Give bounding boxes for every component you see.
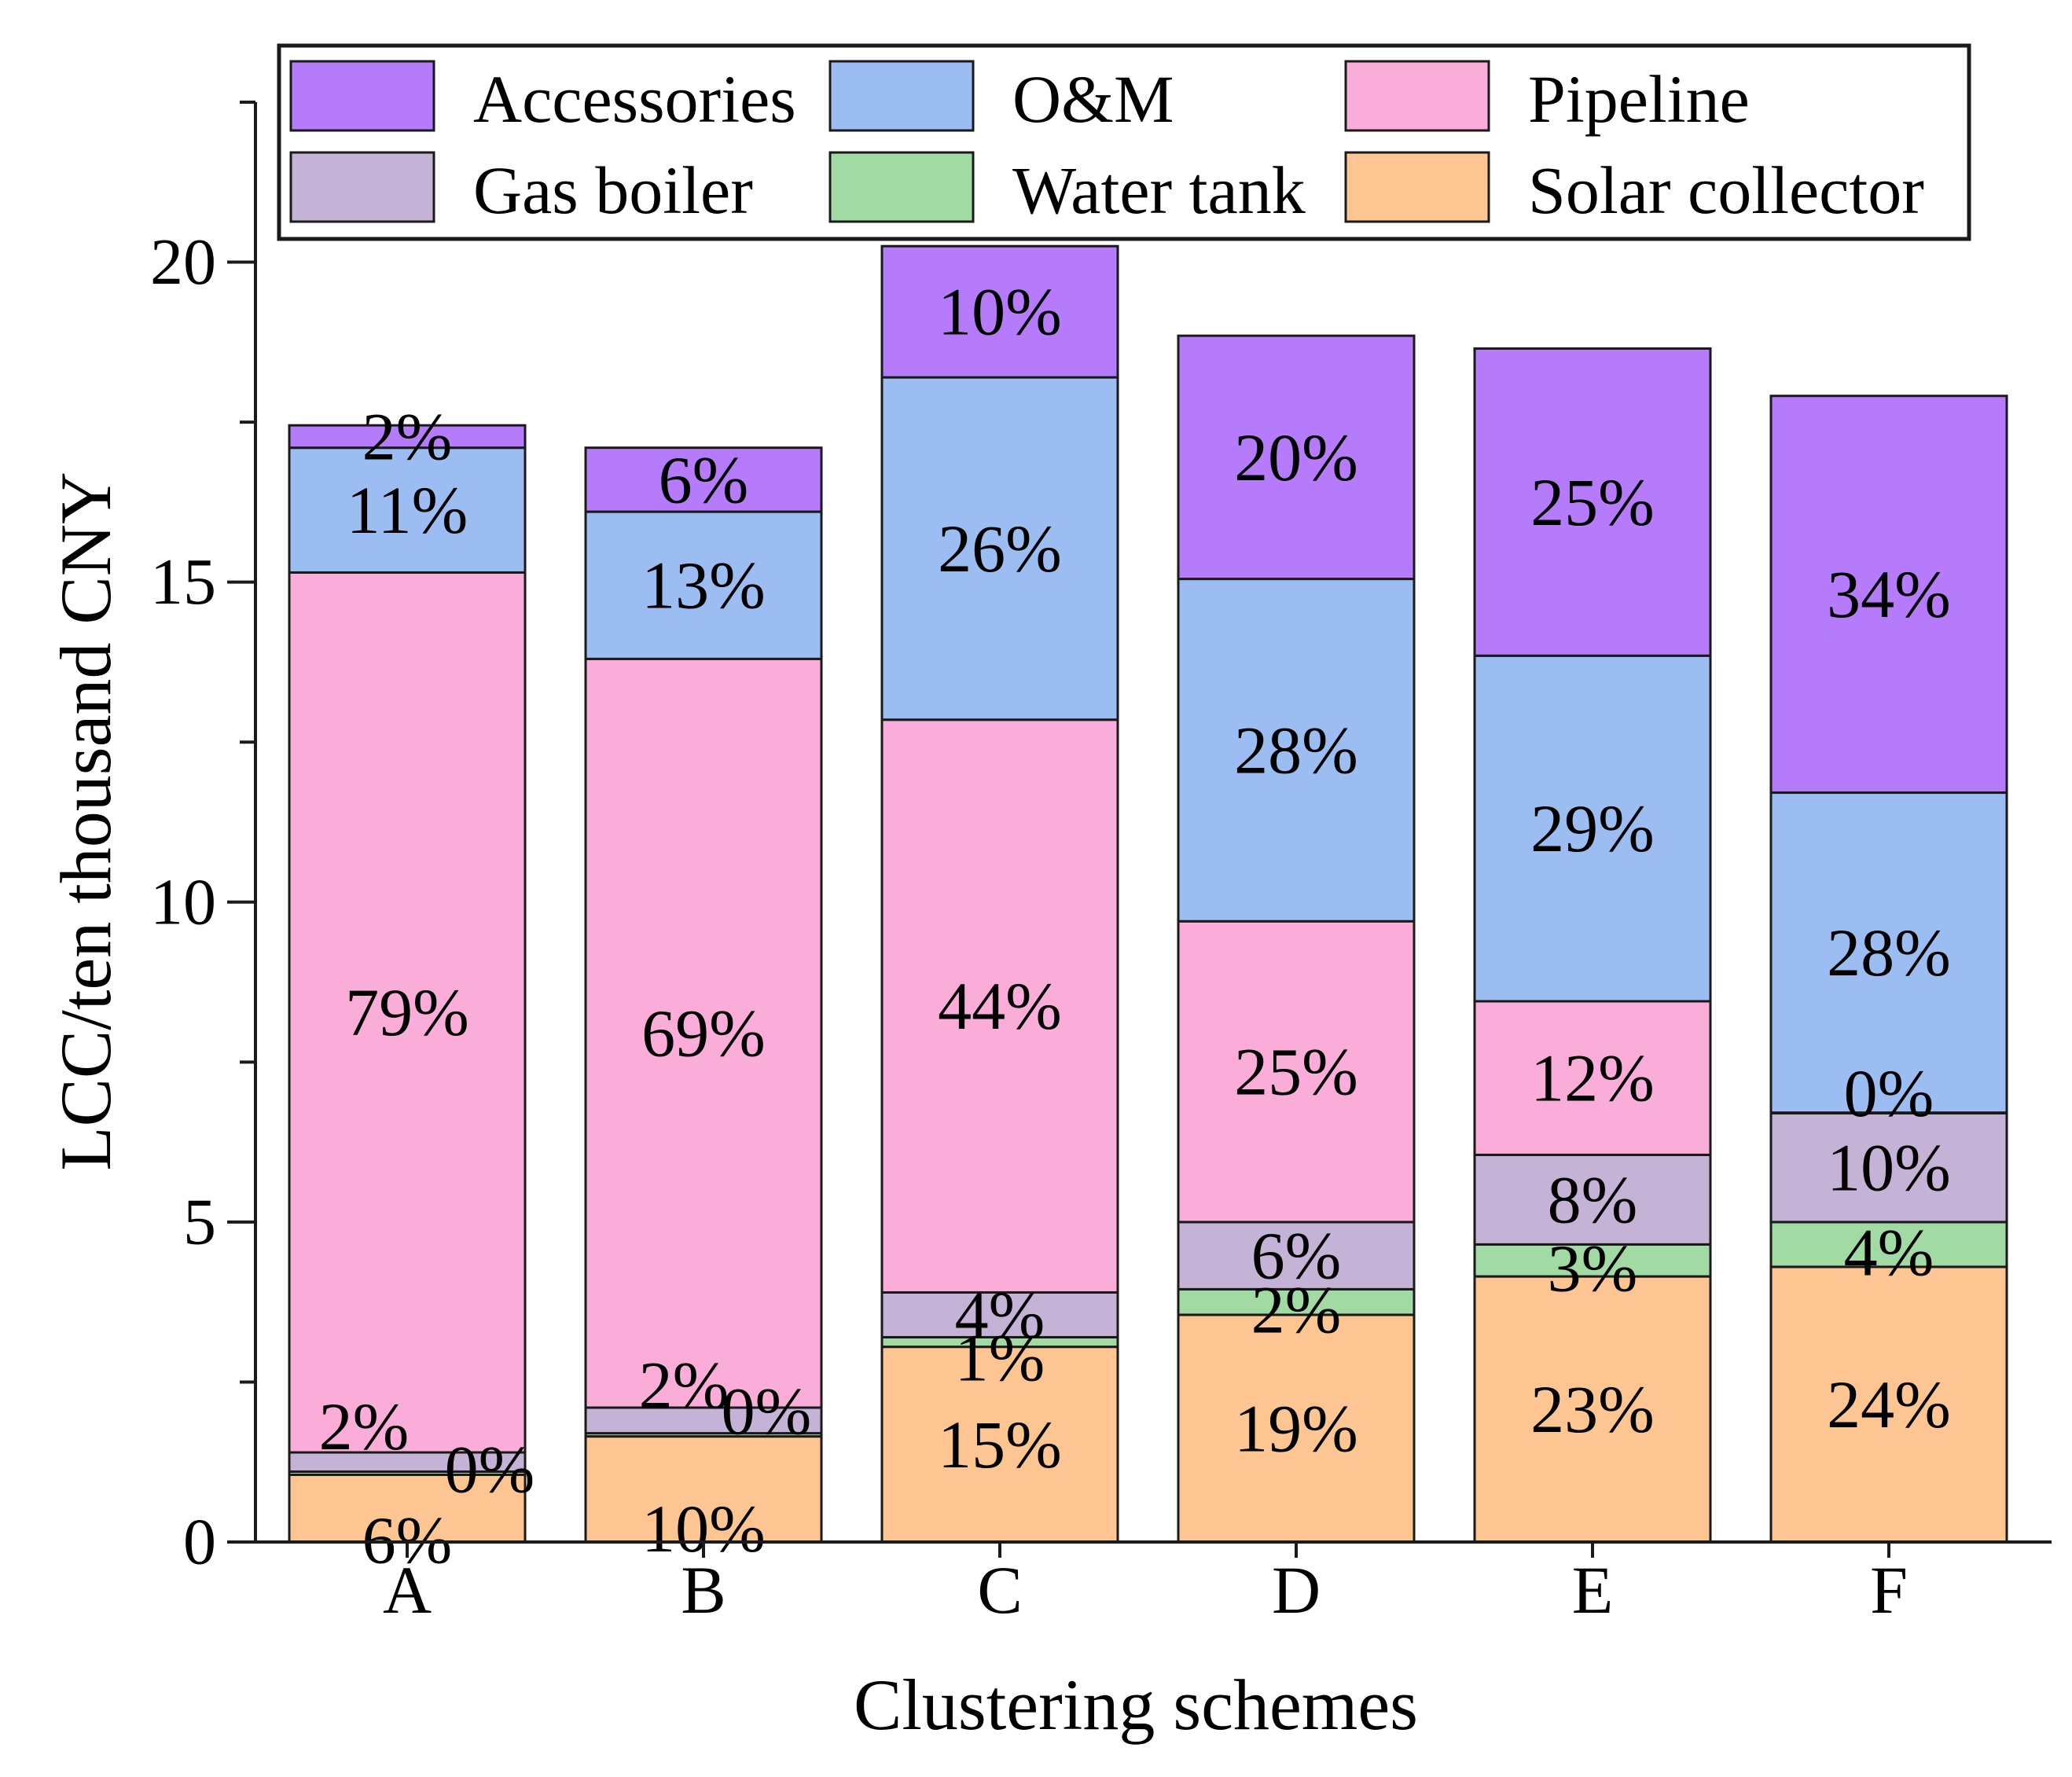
segment-label-solar-collector-c: 15% bbox=[938, 1407, 1062, 1482]
bar-segment-gas-boiler-e bbox=[1473, 1153, 1712, 1246]
bar-segment-accessories-d bbox=[1177, 334, 1416, 581]
legend-box bbox=[277, 43, 1971, 241]
segment-label-solar-collector-a: 6% bbox=[362, 1502, 453, 1577]
segment-label-accessories-d: 20% bbox=[1234, 420, 1358, 495]
bar-segment-accessories-e bbox=[1473, 347, 1712, 657]
legend-label-water-tank: Water tank bbox=[1012, 152, 1306, 228]
axes-layer: A B C D E F 0 5 10 15 20 bbox=[150, 101, 2052, 1628]
bar-segment-pipeline-e bbox=[1473, 1000, 1712, 1156]
segment-label-water-tank-b: 0% bbox=[722, 1374, 812, 1449]
bar-segment-water-tank-d bbox=[1177, 1287, 1416, 1316]
segment-label-gas-boiler-d: 6% bbox=[1251, 1218, 1342, 1294]
bar-segment-solar-collector-d bbox=[1177, 1313, 1416, 1544]
segment-label-oandm-d: 28% bbox=[1234, 712, 1358, 788]
bar-segment-oandm-b bbox=[584, 510, 823, 660]
legend-swatch-gas-boiler bbox=[289, 151, 435, 223]
segment-label-gas-boiler-f: 10% bbox=[1827, 1130, 1951, 1206]
segment-label-water-tank-f: 4% bbox=[1844, 1214, 1934, 1290]
x-tick-label-b: B bbox=[681, 1552, 726, 1628]
bar-segment-pipeline-c bbox=[880, 718, 1119, 1294]
segment-label-gas-boiler-c: 4% bbox=[955, 1277, 1045, 1353]
segment-label-solar-collector-f: 24% bbox=[1827, 1367, 1951, 1442]
segment-label-water-tank-a: 0% bbox=[445, 1431, 535, 1507]
segment-label-accessories-b: 6% bbox=[659, 442, 749, 517]
x-axis-title: Clustering schemes bbox=[854, 1665, 1418, 1745]
y-tick-label-15: 15 bbox=[150, 545, 216, 619]
segment-label-water-tank-d: 2% bbox=[1251, 1272, 1342, 1348]
bar-segment-oandm-a bbox=[288, 446, 527, 574]
legend-swatch-pipeline bbox=[1344, 60, 1490, 132]
segment-label-pipeline-f: 0% bbox=[1844, 1056, 1934, 1131]
segment-label-solar-collector-e: 23% bbox=[1530, 1371, 1655, 1447]
segment-label-oandm-e: 29% bbox=[1530, 791, 1655, 866]
legend-label-gas-boiler: Gas boiler bbox=[473, 152, 753, 228]
bar-segment-oandm-f bbox=[1769, 791, 2008, 1114]
y-axis-title: LCC/ten thousand CNY bbox=[46, 472, 126, 1170]
segment-label-gas-boiler-b: 2% bbox=[639, 1347, 729, 1423]
bar-segment-solar-collector-a bbox=[288, 1474, 527, 1544]
legend-swatch-oandm bbox=[828, 60, 975, 132]
segment-label-pipeline-d: 25% bbox=[1234, 1034, 1358, 1110]
segment-label-accessories-a: 2% bbox=[362, 398, 453, 474]
bar-segment-accessories-a bbox=[288, 424, 527, 450]
x-tick-label-a: A bbox=[383, 1552, 432, 1628]
legend-label-accessories: Accessories bbox=[473, 61, 796, 137]
segment-label-gas-boiler-e: 8% bbox=[1548, 1162, 1638, 1237]
segment-label-accessories-c: 10% bbox=[938, 274, 1062, 350]
segment-label-pipeline-c: 44% bbox=[938, 968, 1062, 1044]
x-tick-label-d: D bbox=[1272, 1552, 1321, 1628]
segment-label-gas-boiler-a: 2% bbox=[319, 1389, 410, 1464]
segment-label-oandm-a: 11% bbox=[347, 472, 468, 548]
segment-label-oandm-b: 13% bbox=[641, 548, 766, 623]
x-tick-label-c: C bbox=[977, 1552, 1022, 1628]
legend-label-oandm: O&M bbox=[1012, 61, 1174, 137]
bars-layer bbox=[288, 244, 2008, 1544]
segment-label-accessories-e: 25% bbox=[1530, 464, 1655, 540]
bar-segment-gas-boiler-f bbox=[1769, 1111, 2008, 1224]
bar-segment-solar-collector-f bbox=[1769, 1265, 2008, 1544]
segment-label-water-tank-c: 1% bbox=[955, 1320, 1045, 1396]
bar-segment-pipeline-a bbox=[288, 571, 527, 1454]
bar-segment-pipeline-b bbox=[584, 657, 823, 1409]
bar-segment-gas-boiler-c bbox=[880, 1291, 1119, 1338]
y-tick-label-0: 0 bbox=[183, 1506, 216, 1579]
bar-segment-accessories-c bbox=[880, 244, 1119, 379]
x-tick-label-f: F bbox=[1870, 1552, 1908, 1628]
legend-swatch-accessories bbox=[289, 60, 435, 132]
legend-label-pipeline: Pipeline bbox=[1528, 61, 1750, 137]
bar-segment-pipeline-d bbox=[1177, 920, 1416, 1224]
segment-label-pipeline-e: 12% bbox=[1530, 1041, 1655, 1116]
bar-segment-oandm-e bbox=[1473, 654, 1712, 1003]
bar-segment-accessories-f bbox=[1769, 395, 2008, 795]
bar-segment-oandm-c bbox=[880, 376, 1119, 721]
x-tick-label-e: E bbox=[1572, 1552, 1614, 1628]
bar-segment-accessories-b bbox=[584, 446, 823, 513]
segment-label-pipeline-b: 69% bbox=[641, 996, 766, 1071]
legend-swatch-water-tank bbox=[828, 151, 975, 223]
segment-labels-layer: 6%0%2%79%11%2%10%0%2%69%13%6%15%1%4%44%2… bbox=[319, 274, 1951, 1578]
bar-segment-oandm-d bbox=[1177, 578, 1416, 923]
bar-segment-solar-collector-e bbox=[1473, 1275, 1712, 1544]
segment-label-pipeline-a: 79% bbox=[345, 975, 469, 1050]
y-tick-label-5: 5 bbox=[183, 1185, 216, 1258]
bar-segment-water-tank-e bbox=[1473, 1243, 1712, 1278]
bar-segment-gas-boiler-b bbox=[584, 1406, 823, 1435]
segment-label-solar-collector-d: 19% bbox=[1234, 1390, 1358, 1466]
legend-swatch-solar-collector bbox=[1344, 151, 1490, 223]
y-tick-label-20: 20 bbox=[150, 226, 216, 299]
bar-segment-solar-collector-b bbox=[584, 1435, 823, 1544]
segment-label-water-tank-e: 3% bbox=[1548, 1231, 1638, 1306]
bar-segment-gas-boiler-d bbox=[1177, 1221, 1416, 1291]
segment-label-accessories-f: 34% bbox=[1827, 556, 1951, 632]
segment-label-oandm-f: 28% bbox=[1827, 915, 1951, 990]
y-tick-label-10: 10 bbox=[150, 865, 216, 938]
segment-label-oandm-c: 26% bbox=[938, 511, 1062, 586]
legend: Accessories O&M Pipeline Gas boiler Water ta… bbox=[277, 43, 1971, 241]
legend-label-solar-collector: Solar collector bbox=[1528, 152, 1924, 228]
